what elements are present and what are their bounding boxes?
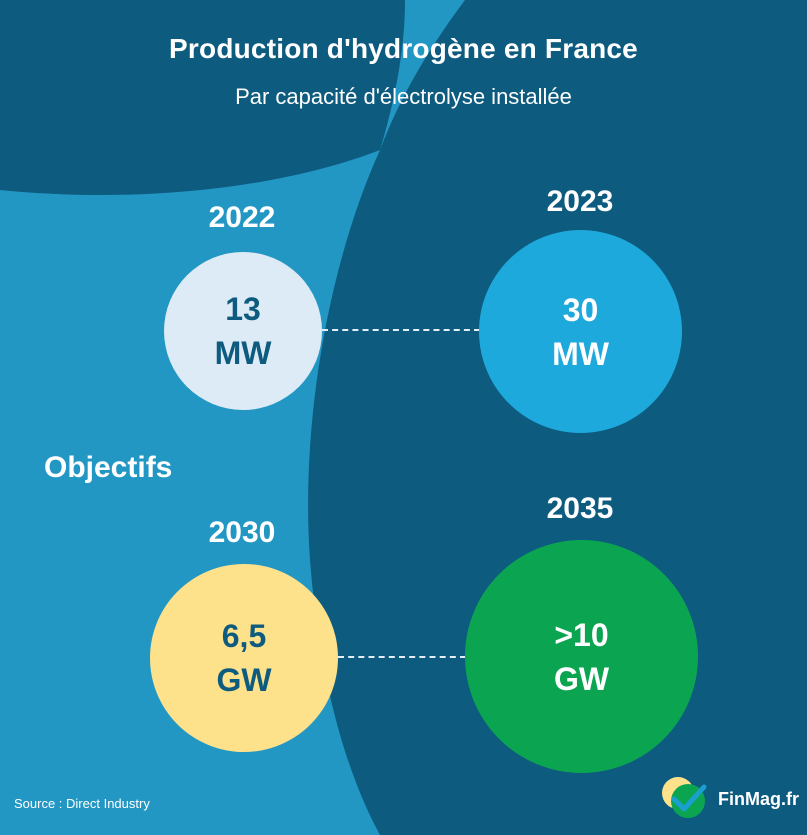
- value-2030: 6,5: [221, 618, 267, 654]
- top-light-wedge: [380, 0, 465, 150]
- circle-2035: >10 GW: [465, 540, 698, 773]
- source-note: Source : Direct Industry: [14, 796, 150, 811]
- circle-2022: 13 MW: [164, 252, 322, 410]
- year-2022-label: 2022: [208, 201, 276, 234]
- year-2035-label: 2035: [546, 492, 614, 525]
- value-2035: >10: [554, 616, 609, 653]
- section-objectifs: Objectifs: [44, 451, 173, 484]
- value-2023: 30: [562, 291, 599, 328]
- circle-2030: 6,5 GW: [150, 564, 338, 752]
- page-title: Production d'hydrogène en France: [169, 33, 638, 64]
- value-2022: 13: [225, 291, 261, 327]
- unit-2035: GW: [553, 660, 610, 697]
- finmag-logo-icon: [662, 777, 707, 818]
- unit-2022: MW: [214, 335, 272, 371]
- dashed-connector-top: [322, 329, 480, 331]
- circle-2023: 30 MW: [479, 230, 682, 433]
- dashed-connector-bottom: [338, 656, 466, 658]
- unit-2023: MW: [552, 335, 609, 372]
- unit-2030: GW: [216, 662, 272, 698]
- page-subtitle: Par capacité d'électrolyse installée: [235, 84, 572, 109]
- brand-name[interactable]: FinMag.fr: [718, 789, 799, 809]
- year-2030-label: 2030: [208, 516, 276, 549]
- year-2023-label: 2023: [546, 185, 614, 218]
